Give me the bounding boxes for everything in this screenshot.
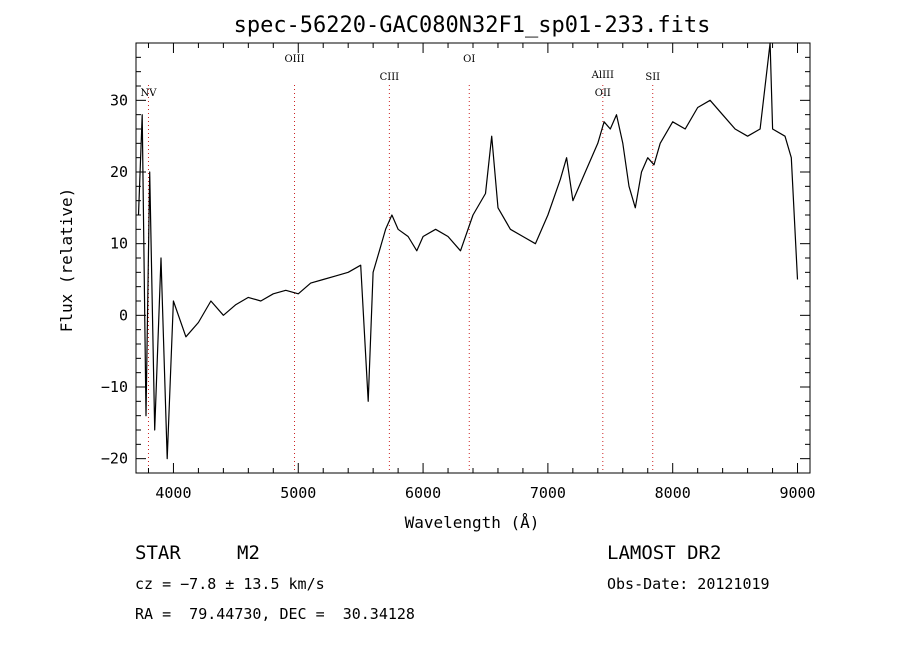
y-tick-label-2: 0 [119,306,128,324]
chart-title: spec-56220-GAC080N32F1_sp01-233.fits [234,13,711,38]
observation-date: Obs-Date: 20121019 [607,575,770,593]
line-label-5: OII [595,88,611,99]
object-subclass: M2 [237,542,260,564]
x-tick-label-0: 4000 [155,484,191,502]
x-tick-label-2: 6000 [405,484,441,502]
plot-border [135,42,811,474]
line-label-0: NV [140,88,157,99]
x-tick-label-1: 5000 [280,484,316,502]
object-class: STAR [135,542,181,564]
spectral-line-markers: NV OIII CIII OI AlIII OII SII [140,54,660,473]
redshift-velocity: cz = −7.8 ± 13.5 km/s [135,575,325,593]
x-axis-label: Wavelength (Å) [405,513,540,532]
line-label-4: AlIII [591,70,614,81]
y-tick-label-0: −20 [101,450,128,468]
line-label-1: OIII [284,54,304,65]
y-axis-label: Flux (relative) [57,188,76,333]
x-tick-label-4: 8000 [655,484,691,502]
line-label-2: CIII [380,72,400,83]
line-label-3: OI [463,54,475,65]
y-tick-label-3: 10 [110,235,128,253]
survey-name: LAMOST DR2 [607,542,722,564]
flux-line-0 [137,42,799,460]
line-label-6: SII [645,72,660,83]
y-tick-label-1: −10 [101,378,128,396]
x-tick-label-3: 7000 [530,484,566,502]
y-tick-label-5: 30 [110,91,128,109]
sky-coordinates: RA = 79.44730, DEC = 30.34128 [135,605,415,623]
plot-frame: 4000 5000 6000 7000 8000 9000 −20 −10 0 10 20 30 [101,42,816,502]
x-tick-label-5: 9000 [779,484,815,502]
flux-series [137,42,799,460]
y-tick-label-4: 20 [110,163,128,181]
